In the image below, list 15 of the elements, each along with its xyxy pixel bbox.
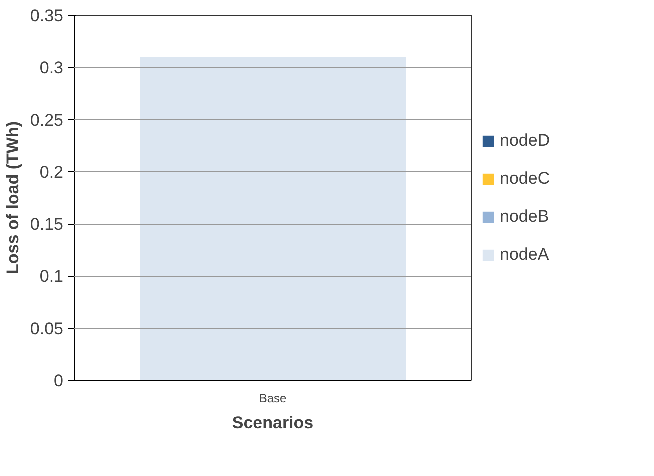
y-tick-label: 0.2 [40,162,64,182]
legend-label: nodeB [500,206,550,226]
y-tick-label: 0.1 [40,267,64,286]
legend-label: nodeD [500,130,552,150]
x-tick-label: Base [259,392,287,406]
y-tick-label: 0.05 [30,319,64,338]
y-tick-label: 0.35 [30,6,64,26]
y-tick-label: 0.15 [30,215,64,234]
y-tick-label: 0.25 [30,110,64,130]
y-tick-label: 0.3 [40,58,64,78]
y-axis-title: Loss of load (TWh) [3,122,22,274]
y-tick-label: 0 [54,372,64,390]
legend-label: nodeA [500,244,550,264]
x-axis-title: Scenarios [232,414,314,432]
legend-label: nodeC [500,168,552,188]
